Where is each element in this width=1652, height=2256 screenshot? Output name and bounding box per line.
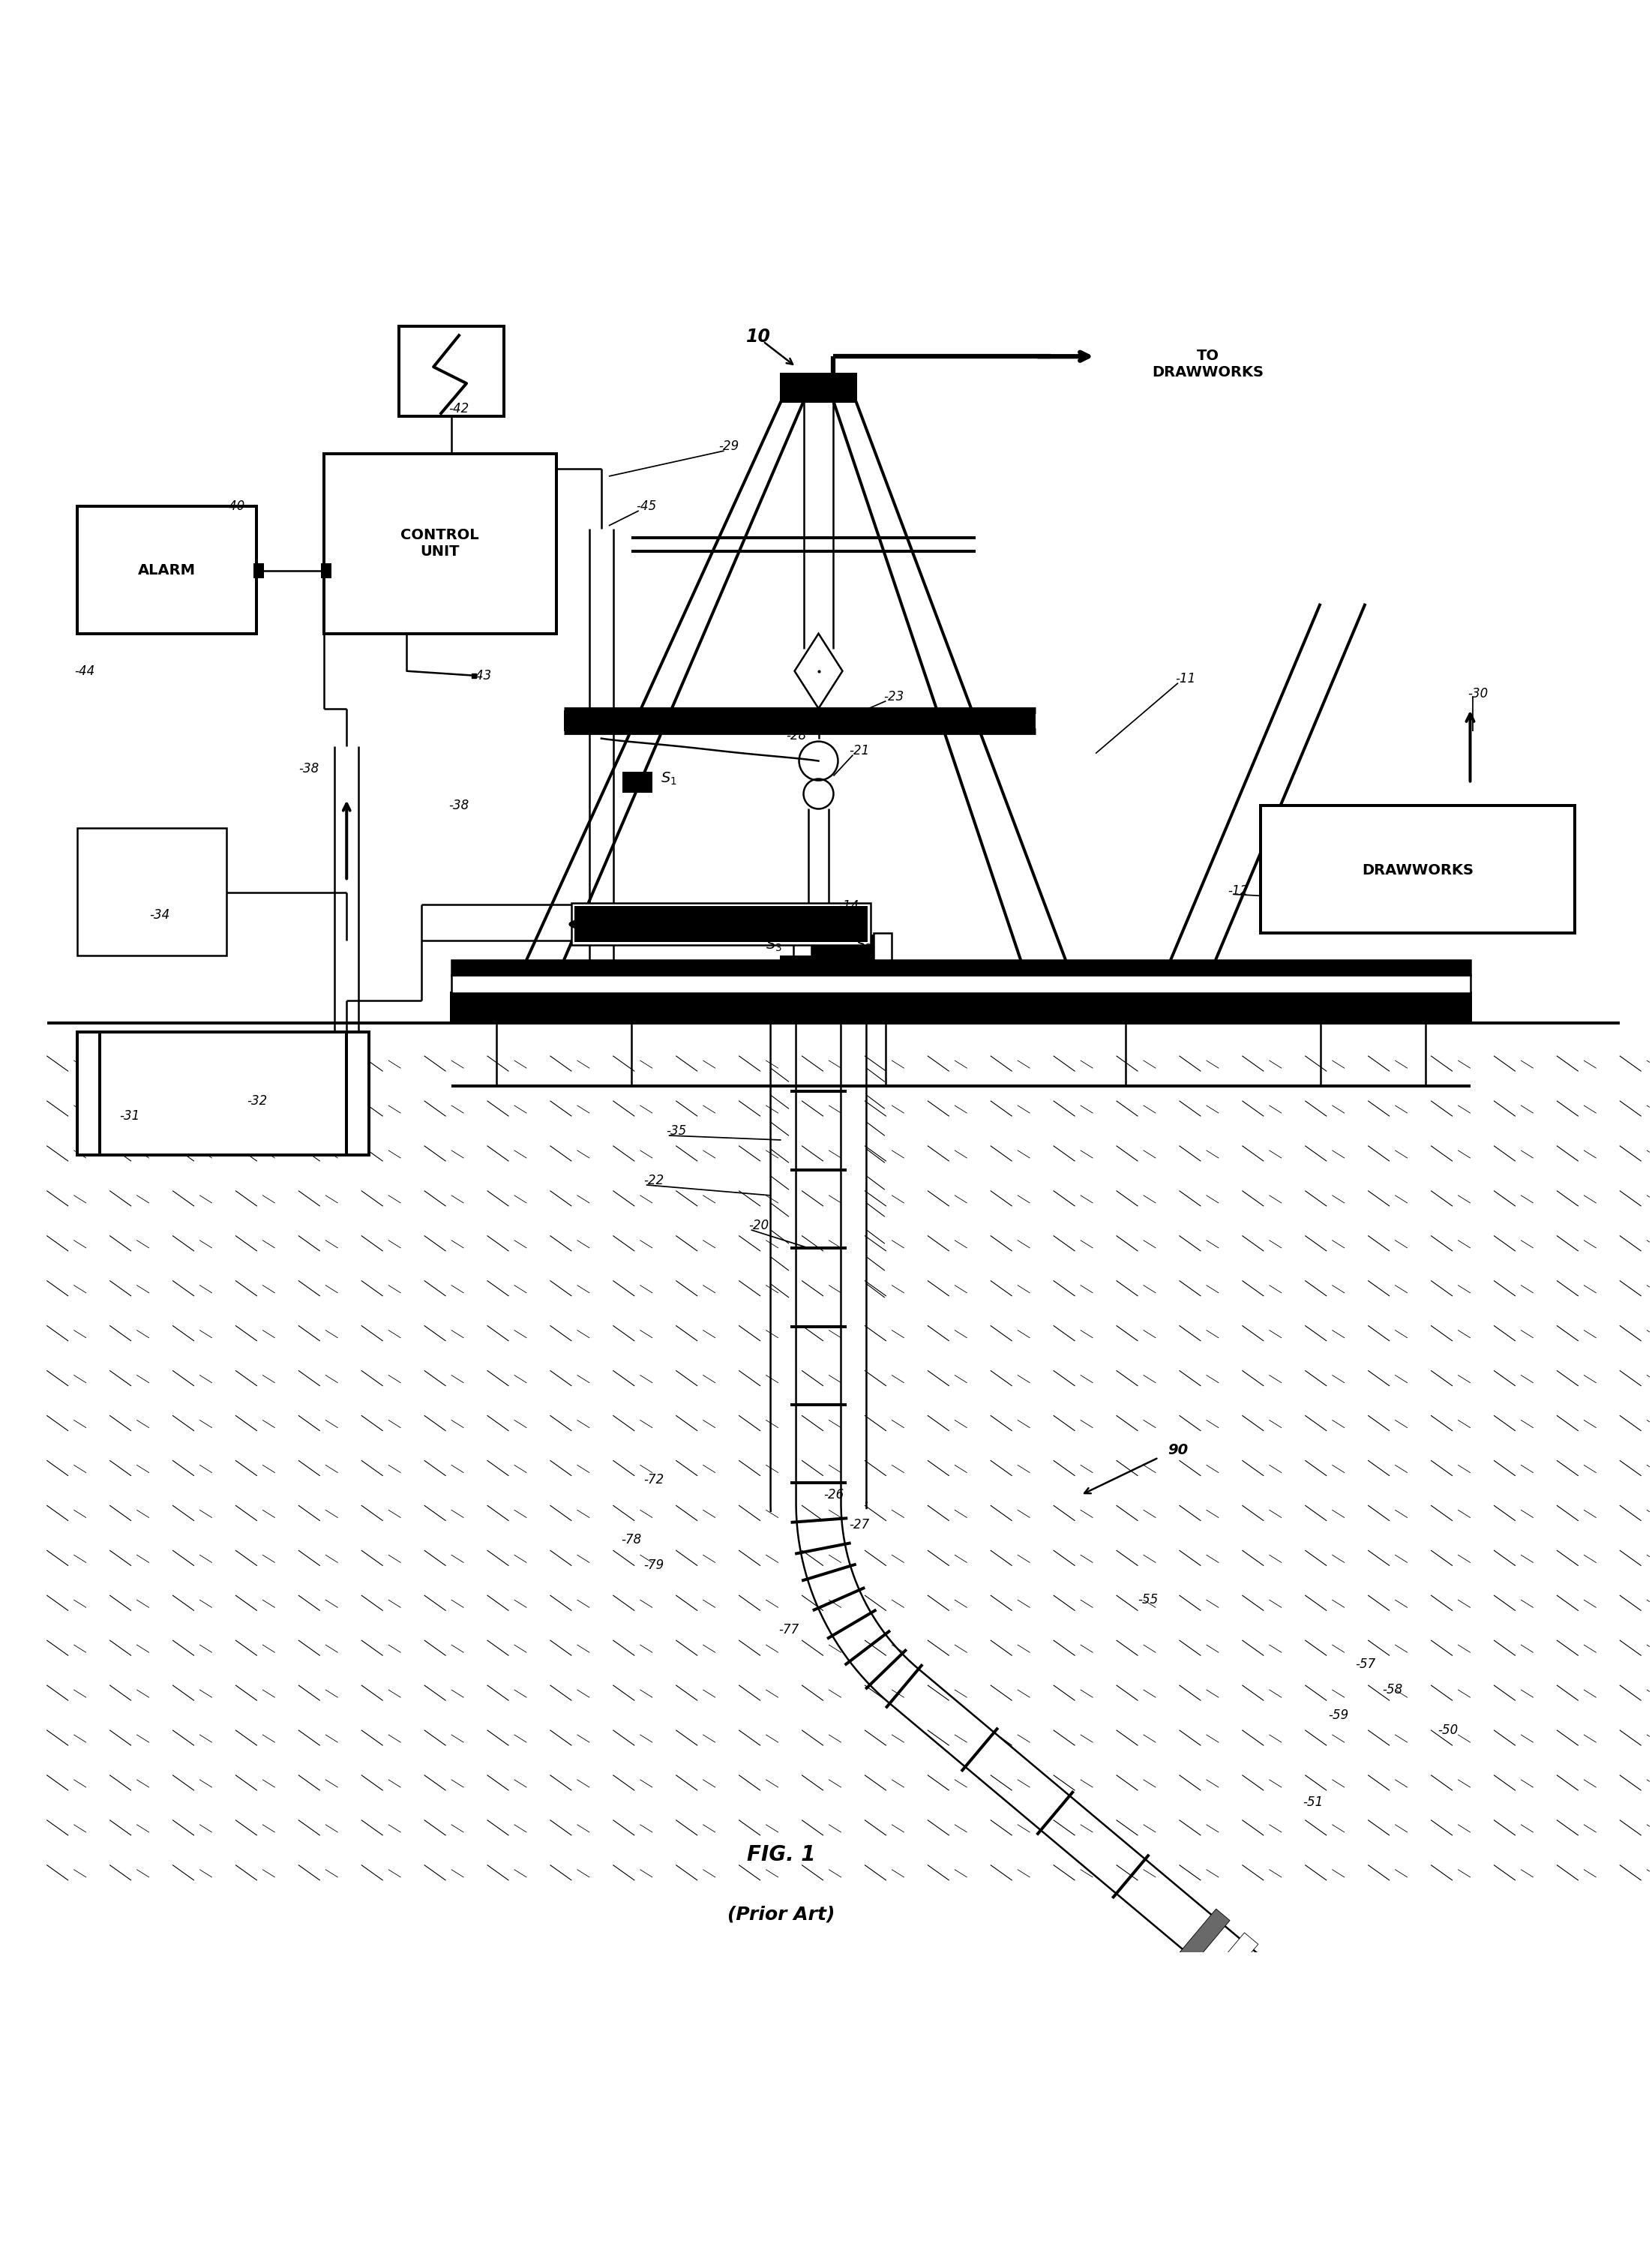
Bar (451, 961, 1470, 975)
Text: -78: -78 (621, 1534, 641, 1548)
Polygon shape (1432, 2123, 1485, 2179)
Text: FIG. 1: FIG. 1 (747, 1843, 816, 1866)
Bar (803, 936, 879, 961)
Text: -50: -50 (1437, 1724, 1459, 1737)
Text: -59: -59 (1328, 1708, 1348, 1721)
Bar (572, 902, 871, 945)
Bar (78, 505, 256, 634)
Text: $S_2$: $S_2$ (856, 936, 872, 954)
Bar (254, 564, 264, 578)
Polygon shape (1480, 2164, 1531, 2220)
Bar (793, 934, 811, 963)
Text: 10: 10 (747, 327, 771, 345)
Text: -44: -44 (74, 663, 94, 677)
Text: -77: -77 (778, 1622, 800, 1636)
Bar (400, 327, 504, 417)
Text: -11: -11 (1175, 672, 1196, 686)
Text: -14: -14 (838, 900, 859, 914)
Text: -28: -28 (786, 729, 806, 742)
Text: $S_1$: $S_1$ (661, 772, 677, 787)
Text: -38: -38 (299, 763, 319, 776)
Polygon shape (1452, 2139, 1503, 2195)
Text: -34: -34 (149, 909, 170, 923)
Text: TO
DRAWWORKS: TO DRAWWORKS (1151, 347, 1264, 379)
Text: -32: -32 (246, 1094, 268, 1108)
Text: CONTROL
UNIT: CONTROL UNIT (400, 528, 479, 559)
Bar (563, 711, 1036, 731)
Text: -55: -55 (1138, 1593, 1158, 1606)
Polygon shape (1376, 2076, 1427, 2132)
Bar (320, 564, 332, 578)
Bar (781, 957, 856, 966)
Polygon shape (1320, 2028, 1371, 2085)
Text: -12: -12 (1227, 884, 1249, 898)
Bar (451, 975, 1470, 993)
Polygon shape (1262, 1981, 1315, 2037)
Text: 90: 90 (1168, 1444, 1188, 1457)
Text: -43: -43 (471, 668, 492, 681)
Text: -23: -23 (884, 690, 904, 704)
Text: -26: -26 (823, 1489, 844, 1502)
Bar (99, 1031, 347, 1155)
Text: (Prior Art): (Prior Art) (727, 1906, 834, 1924)
Bar (78, 828, 226, 957)
Text: -22: -22 (644, 1173, 664, 1187)
Text: -21: -21 (849, 744, 869, 758)
Text: -31: -31 (119, 1110, 140, 1123)
Text: -45: -45 (636, 499, 656, 512)
Bar (102, 1108, 344, 1153)
Bar (624, 774, 651, 792)
Bar (451, 993, 1470, 1024)
Text: -79: -79 (644, 1559, 664, 1572)
Bar (575, 907, 867, 943)
Text: -20: -20 (748, 1218, 768, 1232)
Polygon shape (1206, 1933, 1259, 1990)
Text: -40: -40 (225, 499, 244, 512)
Text: -42: -42 (449, 402, 469, 415)
Text: ALARM: ALARM (139, 564, 195, 578)
Bar (78, 1031, 368, 1155)
Text: DRAWWORKS: DRAWWORKS (1361, 864, 1474, 878)
Polygon shape (1348, 2051, 1399, 2109)
Text: $S_3$: $S_3$ (765, 936, 781, 954)
Polygon shape (1404, 2098, 1457, 2157)
Text: -30: -30 (1467, 686, 1488, 699)
Text: -72: -72 (644, 1473, 664, 1487)
Text: -57: -57 (1355, 1658, 1376, 1672)
Text: -35: -35 (666, 1123, 687, 1137)
Polygon shape (1234, 1956, 1287, 2015)
Polygon shape (1290, 2003, 1343, 2062)
Text: -38: -38 (449, 799, 469, 812)
Text: -58: -58 (1383, 1683, 1403, 1697)
Text: -29: -29 (719, 440, 738, 453)
Text: -27: -27 (849, 1518, 869, 1532)
Polygon shape (1178, 1909, 1229, 1967)
Text: -51: -51 (1303, 1796, 1323, 1809)
Bar (781, 374, 856, 402)
Bar (324, 453, 557, 634)
Bar (1260, 805, 1574, 934)
Bar (874, 934, 892, 963)
